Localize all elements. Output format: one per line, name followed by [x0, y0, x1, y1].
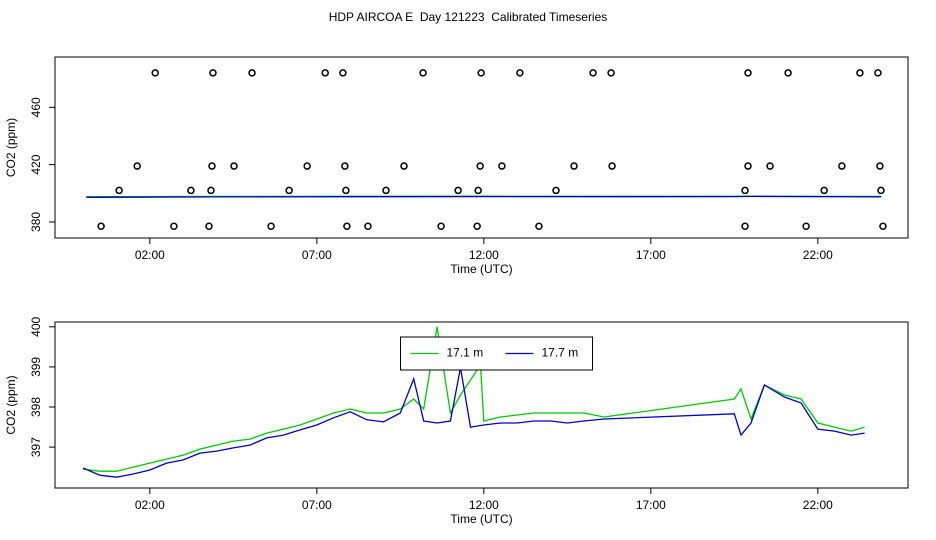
- data-point: [343, 222, 351, 230]
- data-point: [838, 162, 846, 170]
- data-point: [115, 186, 123, 195]
- data-point: [285, 186, 293, 195]
- x-tick-label: 02:00: [135, 248, 165, 262]
- y-tick-label: 460: [29, 97, 43, 117]
- y-axis-label: CO2 (ppm): [4, 118, 18, 177]
- data-point: [477, 69, 485, 77]
- data-point: [766, 162, 774, 170]
- y-axis-label: CO2 (ppm): [4, 375, 18, 434]
- data-point: [303, 162, 311, 170]
- data-point: [339, 69, 347, 77]
- data-point: [516, 69, 524, 77]
- data-point: [473, 222, 481, 230]
- data-point: [341, 162, 349, 170]
- x-tick-label: 17:00: [636, 498, 666, 512]
- data-point: [151, 69, 159, 77]
- x-axis-label: Time (UTC): [450, 262, 512, 276]
- x-tick-label: 07:00: [302, 498, 332, 512]
- data-point: [437, 222, 445, 230]
- data-point: [535, 222, 543, 230]
- x-tick-label: 22:00: [803, 498, 833, 512]
- data-point: [784, 69, 792, 77]
- x-tick-label: 02:00: [135, 498, 165, 512]
- x-tick-label: 12:00: [469, 248, 499, 262]
- data-point: [474, 186, 482, 195]
- plot-frame: [54, 321, 909, 489]
- data-point: [744, 162, 752, 170]
- data-point: [321, 69, 329, 77]
- data-point: [876, 162, 884, 170]
- data-point: [187, 186, 195, 195]
- series-line: [86, 195, 882, 198]
- legend-label: 17.7 m: [542, 346, 579, 360]
- data-point: [877, 186, 885, 195]
- legend-label: 17.1 m: [447, 346, 484, 360]
- x-tick-label: 12:00: [469, 498, 499, 512]
- data-point: [207, 186, 215, 195]
- data-point: [498, 162, 506, 170]
- plot-frame: [54, 56, 909, 239]
- x-tick-label: 17:00: [636, 248, 666, 262]
- data-point: [454, 186, 462, 195]
- data-point: [382, 186, 390, 195]
- data-point: [267, 222, 275, 230]
- data-point: [552, 186, 560, 195]
- y-tick-label: 380: [29, 212, 43, 232]
- data-point: [608, 162, 616, 170]
- data-point: [741, 186, 749, 195]
- data-point: [741, 222, 749, 230]
- x-tick-label: 07:00: [302, 248, 332, 262]
- page-title: HDP AIRCOA E Day 121223 Calibrated Times…: [329, 10, 608, 24]
- data-point: [874, 69, 882, 77]
- y-tick-label: 397: [29, 437, 43, 457]
- x-axis-label: Time (UTC): [450, 512, 512, 526]
- data-point: [856, 69, 864, 77]
- data-point: [400, 162, 408, 170]
- data-point: [419, 69, 427, 77]
- data-point: [589, 69, 597, 77]
- data-point: [802, 222, 810, 230]
- legend: 17.1 m 17.7 m: [400, 336, 593, 371]
- data-point: [570, 162, 578, 170]
- data-point: [230, 162, 238, 170]
- data-point: [208, 162, 216, 170]
- data-point: [209, 69, 217, 77]
- data-point: [879, 222, 887, 230]
- y-tick-label: 399: [29, 357, 43, 377]
- y-tick-label: 420: [29, 154, 43, 174]
- y-tick-label: 398: [29, 397, 43, 417]
- data-point: [248, 69, 256, 77]
- data-point: [744, 69, 752, 77]
- data-point: [476, 162, 484, 170]
- data-point: [820, 186, 828, 195]
- data-point: [364, 222, 372, 230]
- data-point: [170, 222, 178, 230]
- data-point: [342, 186, 350, 195]
- y-tick-label: 400: [29, 316, 43, 336]
- data-point: [133, 162, 141, 170]
- data-point: [607, 69, 615, 77]
- data-point: [205, 222, 213, 230]
- x-tick-label: 22:00: [803, 248, 833, 262]
- data-point: [97, 222, 105, 230]
- series-line: [82, 367, 865, 478]
